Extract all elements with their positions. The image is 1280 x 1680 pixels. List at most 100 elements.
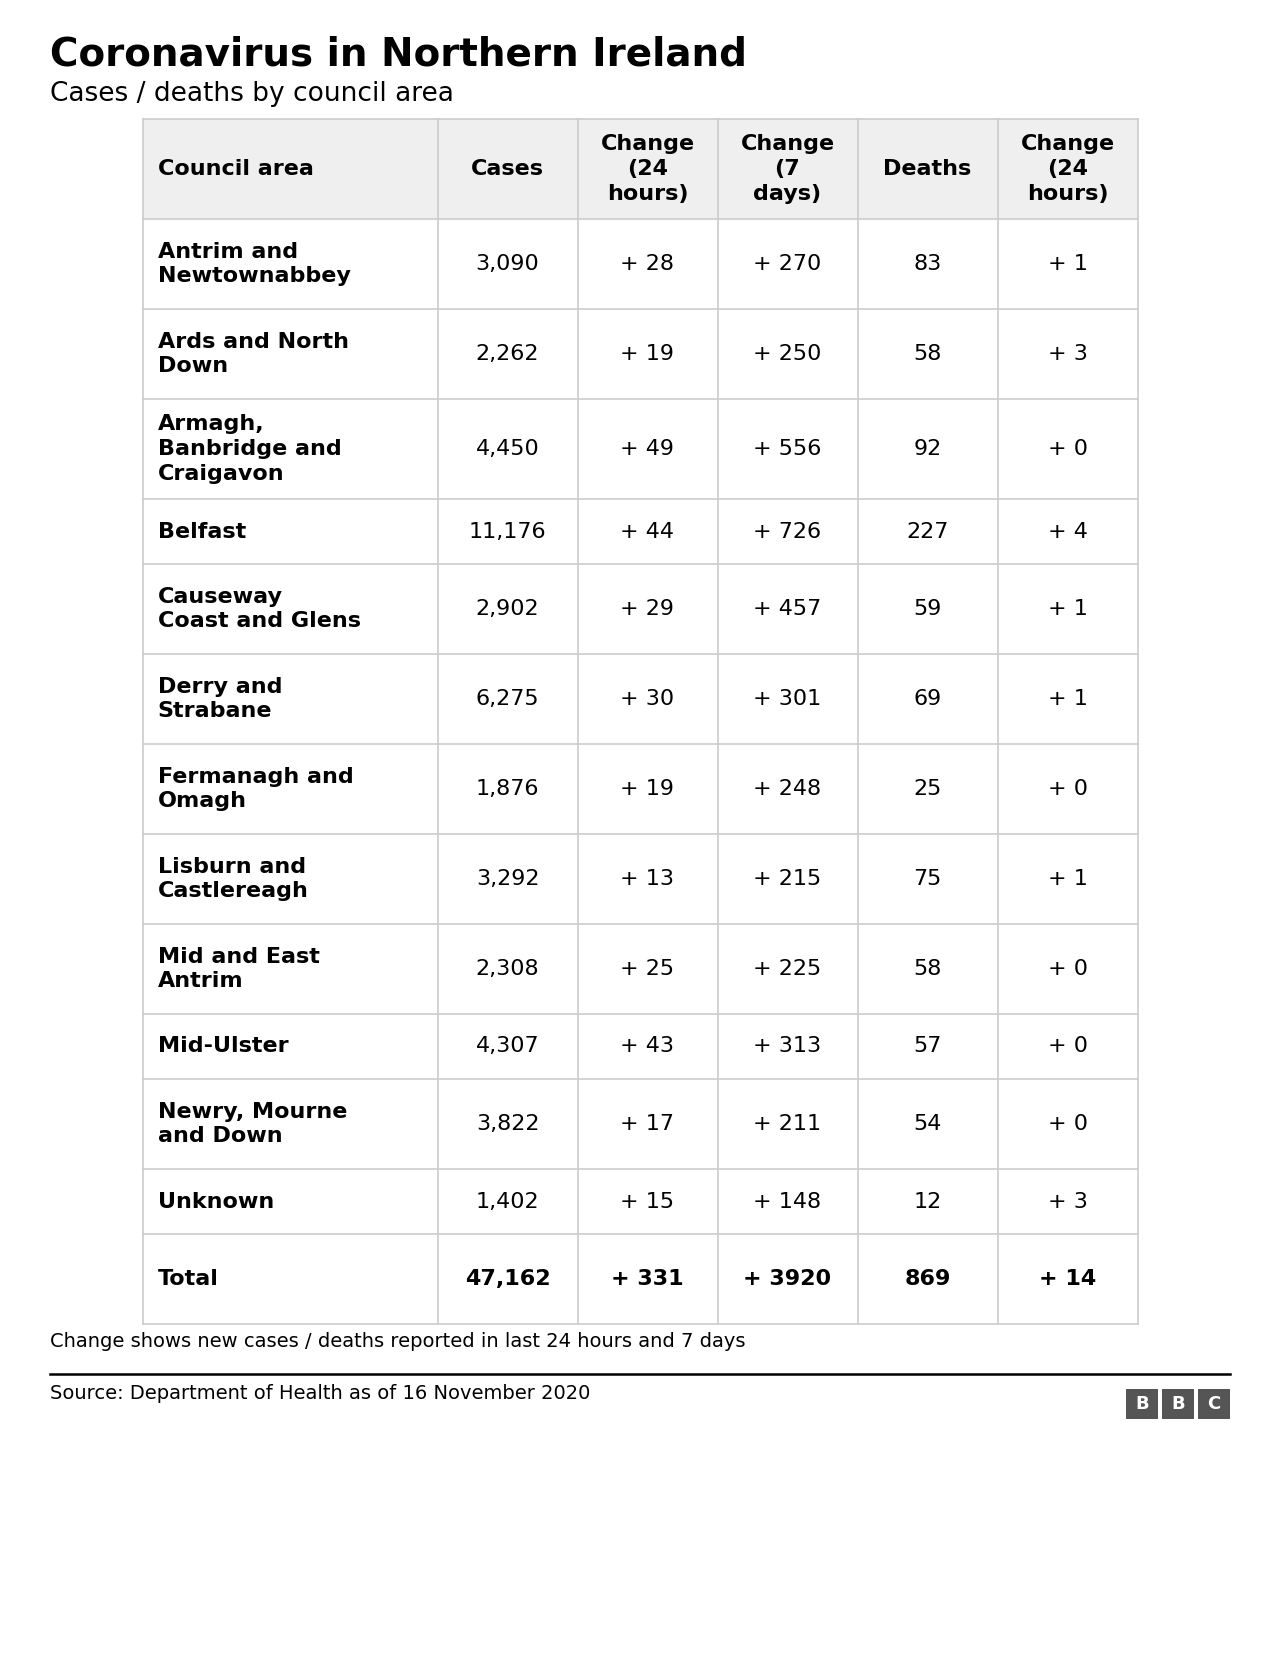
- Bar: [142, 499, 1138, 564]
- Text: + 43: + 43: [621, 1037, 675, 1057]
- Text: 75: 75: [914, 869, 942, 889]
- Text: + 225: + 225: [754, 959, 822, 979]
- Text: 4,450: 4,450: [476, 438, 539, 459]
- Text: + 4: + 4: [1047, 521, 1088, 541]
- Bar: [142, 1235, 1138, 1324]
- Text: 6,275: 6,275: [476, 689, 539, 709]
- Text: + 3: + 3: [1047, 344, 1088, 365]
- Text: Antrim and
Newtownabbey: Antrim and Newtownabbey: [157, 242, 351, 286]
- Text: + 0: + 0: [1047, 438, 1088, 459]
- Text: Mid-Ulster: Mid-Ulster: [157, 1037, 288, 1057]
- Bar: [142, 309, 1138, 398]
- Text: + 313: + 313: [754, 1037, 822, 1057]
- Text: 59: 59: [914, 600, 942, 618]
- Bar: [142, 654, 1138, 744]
- Text: + 1: + 1: [1047, 600, 1088, 618]
- Text: + 211: + 211: [754, 1114, 822, 1134]
- Text: Coronavirus in Northern Ireland: Coronavirus in Northern Ireland: [50, 35, 748, 72]
- Text: + 17: + 17: [621, 1114, 675, 1134]
- Bar: [142, 744, 1138, 833]
- Bar: [142, 833, 1138, 924]
- Text: 12: 12: [914, 1191, 942, 1211]
- Text: Source: Department of Health as of 16 November 2020: Source: Department of Health as of 16 No…: [50, 1384, 590, 1403]
- Text: Deaths: Deaths: [883, 160, 972, 180]
- Text: + 13: + 13: [621, 869, 675, 889]
- Text: 1,402: 1,402: [476, 1191, 539, 1211]
- Text: + 3: + 3: [1047, 1191, 1088, 1211]
- Bar: [142, 1015, 1138, 1079]
- Bar: [142, 398, 1138, 499]
- Text: + 29: + 29: [621, 600, 675, 618]
- Text: 58: 58: [914, 344, 942, 365]
- Text: 3,090: 3,090: [476, 254, 539, 274]
- Text: 3,822: 3,822: [476, 1114, 539, 1134]
- Text: + 14: + 14: [1039, 1268, 1096, 1289]
- Text: Fermanagh and
Omagh: Fermanagh and Omagh: [157, 766, 353, 811]
- Text: Change
(24
hours): Change (24 hours): [1020, 134, 1115, 203]
- Text: + 15: + 15: [621, 1191, 675, 1211]
- Text: 58: 58: [914, 959, 942, 979]
- Text: C: C: [1207, 1394, 1221, 1413]
- Text: + 44: + 44: [621, 521, 675, 541]
- Text: + 215: + 215: [754, 869, 822, 889]
- Text: 47,162: 47,162: [465, 1268, 550, 1289]
- Text: + 0: + 0: [1047, 1037, 1088, 1057]
- Text: Total: Total: [157, 1268, 219, 1289]
- Text: Council area: Council area: [157, 160, 314, 180]
- Text: + 726: + 726: [754, 521, 822, 541]
- Bar: [1198, 1389, 1230, 1420]
- Text: Cases: Cases: [471, 160, 544, 180]
- Text: + 19: + 19: [621, 344, 675, 365]
- Text: Change
(24
hours): Change (24 hours): [600, 134, 695, 203]
- Text: + 28: + 28: [621, 254, 675, 274]
- Text: + 30: + 30: [621, 689, 675, 709]
- Text: Change
(7
days): Change (7 days): [740, 134, 835, 203]
- Text: Mid and East
Antrim: Mid and East Antrim: [157, 946, 320, 991]
- Text: 3,292: 3,292: [476, 869, 539, 889]
- Bar: [142, 119, 1138, 218]
- Text: 54: 54: [914, 1114, 942, 1134]
- Text: 83: 83: [914, 254, 942, 274]
- Bar: [142, 1169, 1138, 1235]
- Text: + 3920: + 3920: [744, 1268, 832, 1289]
- Text: Belfast: Belfast: [157, 521, 246, 541]
- Text: + 19: + 19: [621, 780, 675, 800]
- Text: Newry, Mourne
and Down: Newry, Mourne and Down: [157, 1102, 347, 1146]
- Text: + 250: + 250: [754, 344, 822, 365]
- Text: Unknown: Unknown: [157, 1191, 274, 1211]
- Text: + 49: + 49: [621, 438, 675, 459]
- Text: + 0: + 0: [1047, 1114, 1088, 1134]
- Bar: [142, 924, 1138, 1015]
- Text: + 301: + 301: [754, 689, 822, 709]
- Text: + 1: + 1: [1047, 689, 1088, 709]
- Text: Cases / deaths by council area: Cases / deaths by council area: [50, 81, 454, 108]
- Text: 57: 57: [914, 1037, 942, 1057]
- Text: 25: 25: [914, 780, 942, 800]
- Bar: [142, 1079, 1138, 1169]
- Text: 2,902: 2,902: [476, 600, 539, 618]
- Text: + 248: + 248: [754, 780, 822, 800]
- Text: 92: 92: [914, 438, 942, 459]
- Text: 1,876: 1,876: [476, 780, 539, 800]
- Text: + 556: + 556: [754, 438, 822, 459]
- Bar: [142, 564, 1138, 654]
- Text: + 0: + 0: [1047, 780, 1088, 800]
- Text: 4,307: 4,307: [476, 1037, 539, 1057]
- Text: + 331: + 331: [611, 1268, 684, 1289]
- Text: Derry and
Strabane: Derry and Strabane: [157, 677, 282, 721]
- Bar: [1126, 1389, 1158, 1420]
- Text: B: B: [1135, 1394, 1149, 1413]
- Text: + 25: + 25: [621, 959, 675, 979]
- Text: Lisburn and
Castlereagh: Lisburn and Castlereagh: [157, 857, 308, 902]
- Text: Causeway
Coast and Glens: Causeway Coast and Glens: [157, 586, 361, 632]
- Text: 2,308: 2,308: [476, 959, 539, 979]
- Text: + 0: + 0: [1047, 959, 1088, 979]
- Text: + 1: + 1: [1047, 254, 1088, 274]
- Bar: [1162, 1389, 1194, 1420]
- Text: 69: 69: [914, 689, 942, 709]
- Text: Armagh,
Banbridge and
Craigavon: Armagh, Banbridge and Craigavon: [157, 415, 342, 484]
- Text: + 148: + 148: [754, 1191, 822, 1211]
- Text: 11,176: 11,176: [468, 521, 547, 541]
- Text: Ards and North
Down: Ards and North Down: [157, 331, 348, 376]
- Text: 869: 869: [904, 1268, 951, 1289]
